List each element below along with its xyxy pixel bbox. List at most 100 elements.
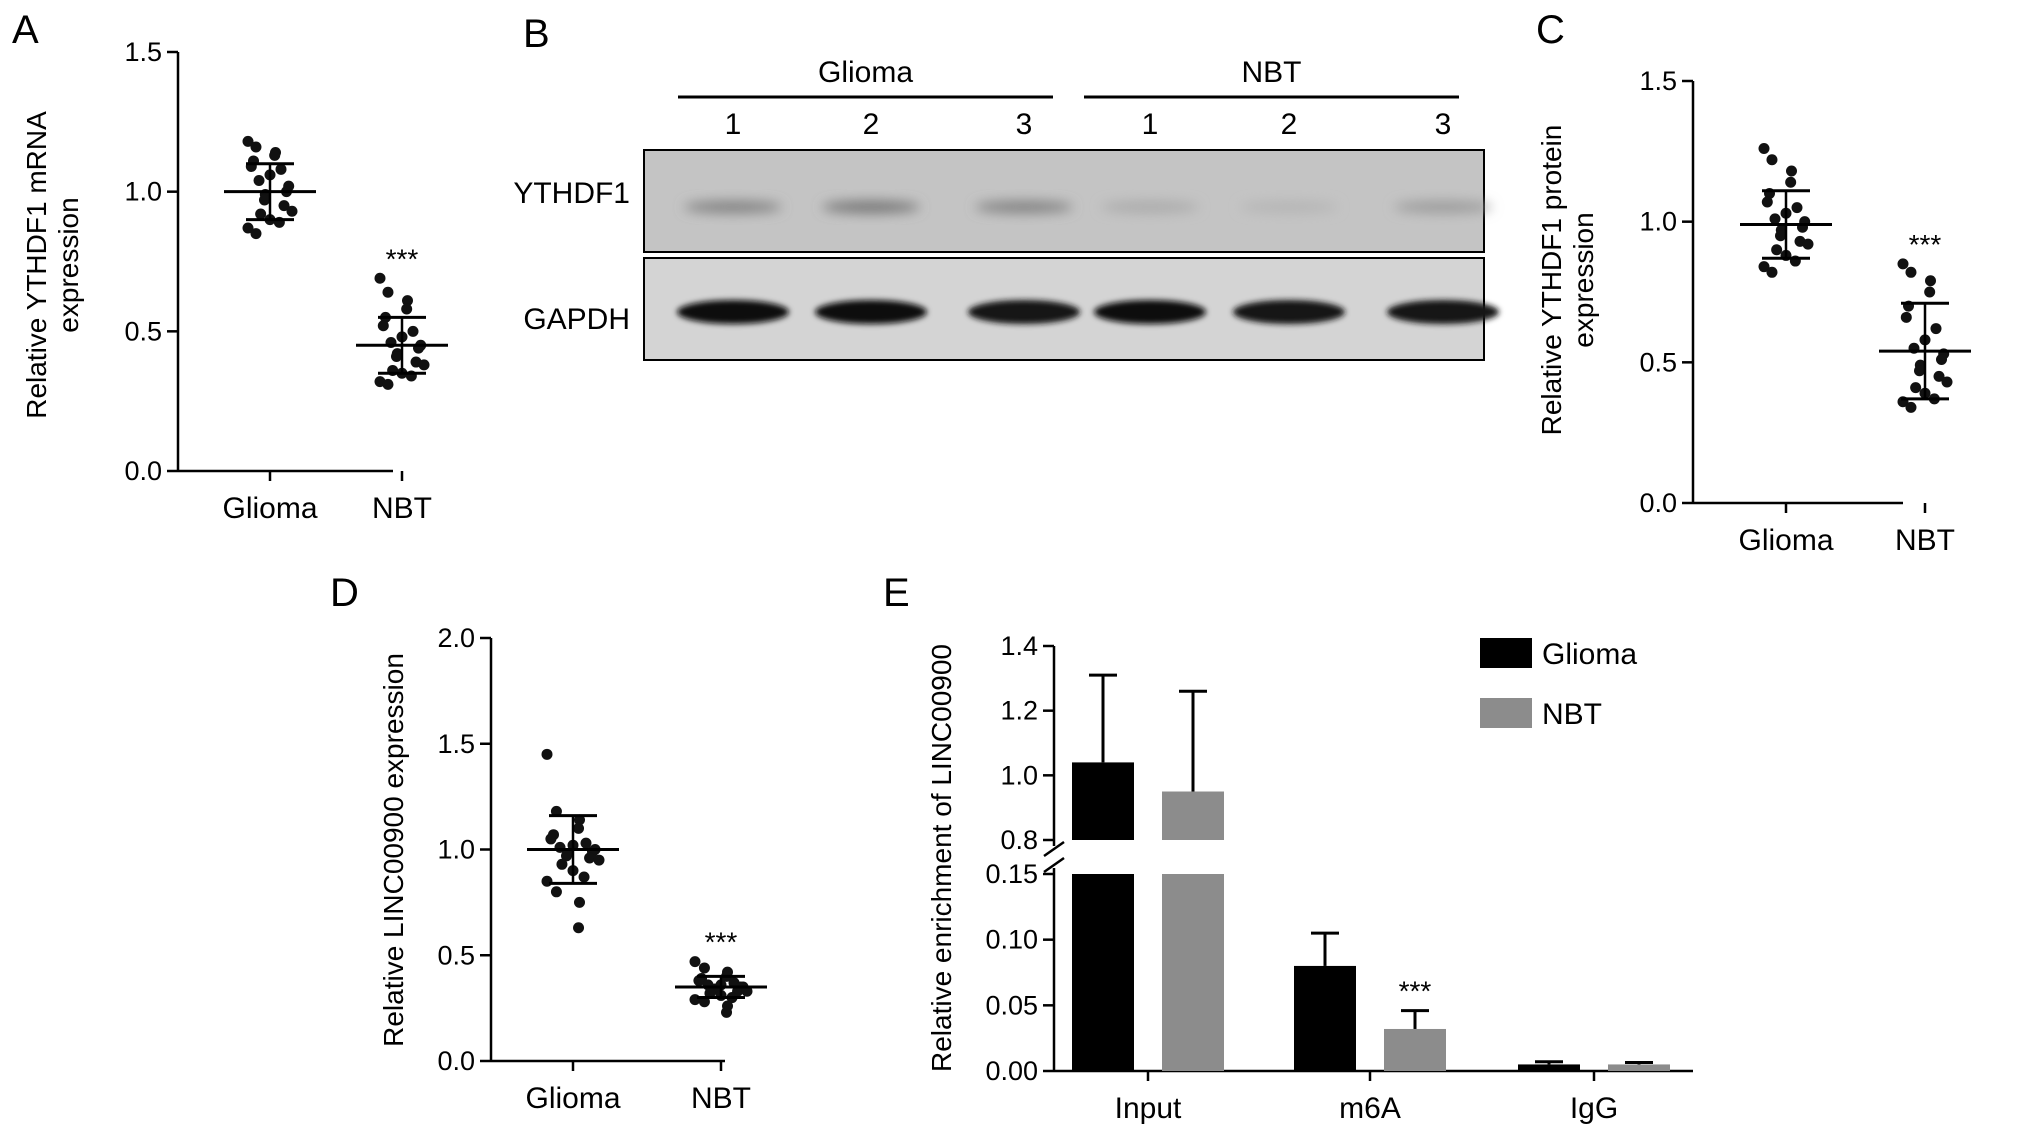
data-point — [259, 194, 270, 206]
y-tick-label: 0.05 — [985, 990, 1038, 1020]
lane-label: 2 — [1281, 108, 1298, 141]
y-tick-label: 1.5 — [1639, 66, 1677, 96]
data-point — [255, 208, 267, 220]
data-point — [278, 200, 290, 212]
y-tick-label: 1.0 — [124, 177, 162, 207]
x-tick-label: IgG — [1570, 1092, 1618, 1125]
data-point — [374, 272, 386, 284]
data-point — [377, 320, 389, 332]
data-point — [1802, 238, 1814, 250]
y-tick-label: 1.5 — [124, 37, 162, 67]
blot-band — [1233, 300, 1345, 324]
bar — [1608, 1064, 1670, 1071]
x-tick-label: m6A — [1339, 1092, 1401, 1125]
lane-label: 1 — [725, 108, 742, 141]
significance-label: *** — [1399, 976, 1432, 1007]
data-point — [1785, 176, 1797, 188]
y-tick-label: 0.0 — [124, 456, 162, 486]
data-point — [545, 833, 557, 845]
data-point — [556, 858, 568, 870]
y-tick-label: 0.0 — [1639, 488, 1677, 518]
data-point — [584, 852, 596, 864]
legend-label: Glioma — [1542, 638, 1637, 671]
panel-letter: E — [883, 571, 910, 615]
data-point — [574, 896, 585, 908]
y-tick-label: 2.0 — [437, 623, 475, 653]
blot-band — [975, 201, 1073, 213]
data-point — [1941, 376, 1953, 388]
data-point — [1910, 382, 1922, 394]
bar — [1162, 874, 1224, 1071]
y-tick-label: 0.10 — [985, 925, 1038, 955]
group-label: NBT — [1242, 56, 1302, 89]
data-point — [250, 141, 262, 153]
bar — [1162, 791, 1224, 840]
data-point — [1786, 165, 1797, 177]
data-point — [689, 994, 701, 1006]
data-point — [1900, 311, 1912, 323]
data-point — [407, 325, 419, 337]
blot-band — [684, 201, 782, 213]
blot-band — [968, 300, 1080, 324]
panel-letter: C — [1536, 8, 1565, 52]
data-point — [1769, 213, 1781, 225]
data-point — [698, 962, 710, 974]
y-tick-label: 0.00 — [985, 1056, 1038, 1086]
data-point — [1771, 244, 1783, 256]
axis-break-mark — [1043, 856, 1065, 874]
significance-label: *** — [386, 243, 419, 274]
x-tick-label: NBT — [372, 492, 432, 525]
data-point — [593, 854, 605, 866]
data-point — [242, 135, 254, 147]
panel-letter: D — [330, 571, 359, 615]
blot-band — [822, 201, 920, 213]
data-point — [253, 174, 265, 186]
blot-row-label: GAPDH — [523, 303, 630, 336]
data-point — [269, 149, 281, 161]
panel-c: C 0.0 0.5 1.0 1.5 Relative YTHDF1 protein expr… — [1536, 8, 1971, 557]
data-point — [1905, 401, 1917, 413]
significance-label: *** — [1909, 229, 1942, 260]
blot-membrane — [643, 149, 1485, 253]
y-axis-title: expression — [53, 197, 84, 332]
x-tick-label: Glioma — [222, 492, 317, 525]
data-point — [1925, 275, 1936, 287]
data-point — [1766, 266, 1778, 278]
blot-band — [677, 300, 789, 324]
bar — [1072, 762, 1134, 840]
y-tick-label: 1.0 — [1639, 207, 1677, 237]
y-axis-title: Relative LINC00900 expression — [378, 653, 409, 1047]
significance-label: *** — [705, 927, 738, 958]
panel-a: A 0.0 0.5 1.0 1.5 Relative YTHDF1 mRNA express… — [12, 8, 448, 525]
y-tick-label: 0.5 — [124, 316, 162, 346]
data-point — [1761, 196, 1773, 208]
data-point — [550, 886, 562, 898]
bar — [1072, 874, 1134, 1071]
x-tick-label: Glioma — [1738, 524, 1833, 557]
panel-b: B Glioma 1 2 3 NBT 1 2 3 YTHDF1 GAPDH — [513, 12, 1499, 361]
y-tick-label: 0.8 — [1000, 825, 1038, 855]
legend-swatch — [1480, 698, 1532, 728]
y-tick-label: 1.0 — [1000, 760, 1038, 790]
axis-break-mark — [1043, 840, 1065, 858]
y-tick-label: 0.5 — [1639, 347, 1677, 377]
data-point — [1791, 202, 1803, 214]
y-tick-label: 1.0 — [437, 835, 475, 865]
y-axis-title: expression — [1568, 212, 1599, 347]
y-tick-label: 1.2 — [1000, 696, 1038, 726]
x-tick-label: Input — [1115, 1092, 1182, 1125]
data-point — [382, 286, 394, 298]
data-point — [286, 205, 298, 217]
legend-label: NBT — [1542, 698, 1602, 731]
x-tick-label: NBT — [1895, 524, 1955, 557]
data-point — [1936, 354, 1947, 366]
data-point — [391, 350, 402, 362]
x-tick-label: Glioma — [525, 1082, 620, 1115]
blot-band — [1387, 300, 1499, 324]
data-point — [573, 822, 585, 834]
data-point — [1930, 323, 1942, 335]
data-point — [382, 378, 394, 390]
data-point — [541, 748, 553, 760]
